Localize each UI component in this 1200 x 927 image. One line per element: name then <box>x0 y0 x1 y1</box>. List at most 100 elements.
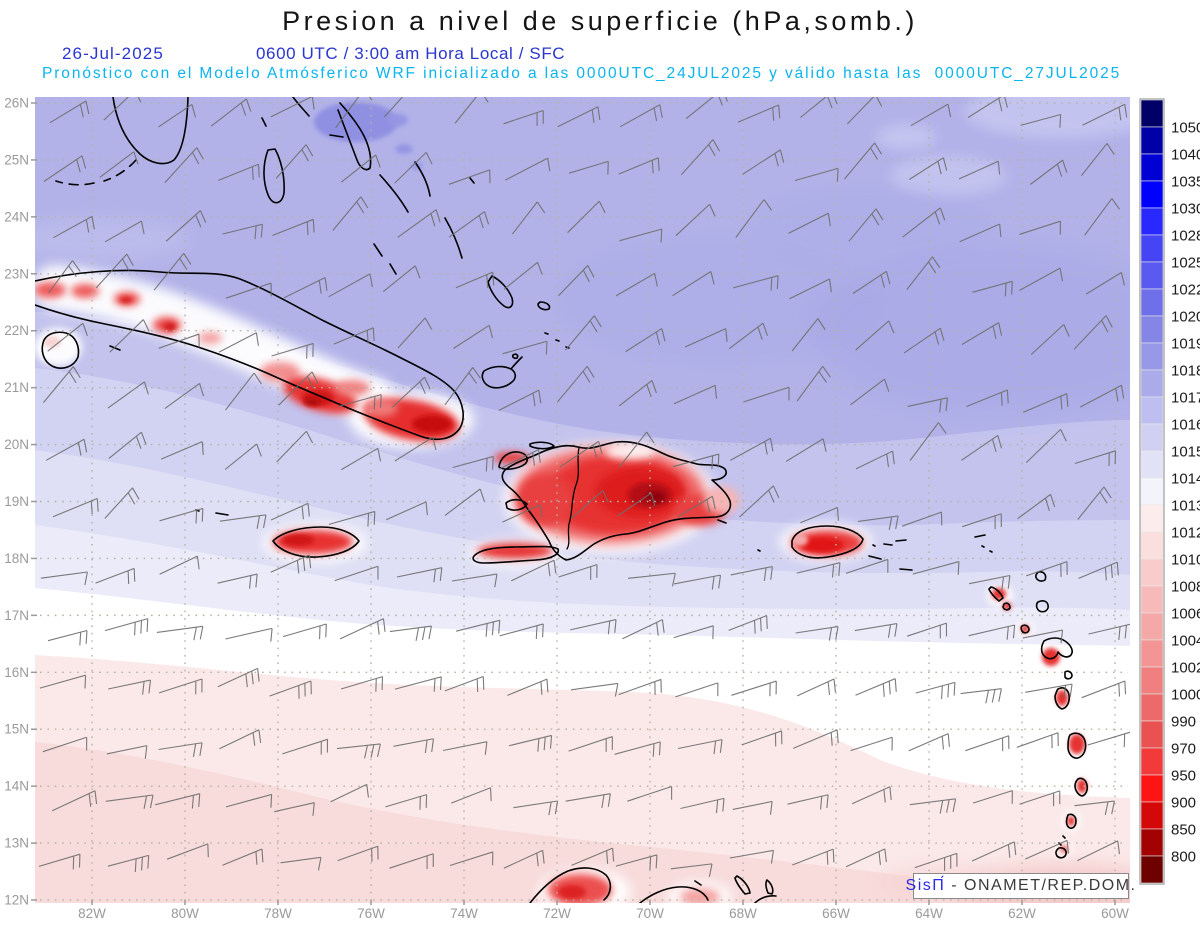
wind-barb <box>222 848 264 866</box>
wind-barb <box>454 97 493 124</box>
wind-barb <box>1022 629 1064 644</box>
colorbar-segment <box>1140 207 1164 236</box>
sispi-logo: SisΠ́ <box>905 877 946 894</box>
colorbar-segment <box>1140 342 1164 371</box>
wind-barb <box>270 554 312 574</box>
colorbar-label: 1020 <box>1171 309 1200 326</box>
wind-barb <box>283 623 327 640</box>
wind-barb <box>906 622 948 639</box>
colorbar-segment <box>1140 396 1164 425</box>
wind-barb <box>785 438 827 462</box>
wind-barb <box>570 619 617 635</box>
wind-barb <box>396 567 443 583</box>
wind-barb <box>503 261 543 290</box>
wind-barb <box>1080 143 1115 176</box>
wind-barb <box>158 678 203 695</box>
wind-barb <box>845 558 889 574</box>
colorbar-segment <box>1140 639 1164 668</box>
colorbar-segment <box>1140 423 1164 452</box>
wind-barb <box>967 97 1008 118</box>
wind-barb <box>1017 493 1056 520</box>
lat-label: 13N <box>4 836 29 851</box>
wind-barb <box>568 160 609 175</box>
wind-barb <box>794 167 839 182</box>
wind-barb <box>219 729 262 750</box>
colorbar-label: 1022 <box>1171 282 1200 299</box>
wind-barb <box>855 450 895 470</box>
wind-barb <box>971 841 1017 862</box>
wind-barb <box>570 682 619 697</box>
wind-barb <box>800 507 839 524</box>
wind-barb <box>914 852 958 871</box>
wind-barb <box>558 265 595 297</box>
lat-label: 21N <box>4 380 29 395</box>
colorbar-segment <box>1140 801 1164 830</box>
wind-barb <box>788 212 831 234</box>
colorbar-segment <box>1140 828 1164 857</box>
wind-barb <box>1022 393 1069 413</box>
wind-barb <box>968 624 1016 640</box>
wind-barb <box>684 328 728 348</box>
wind-barb <box>909 422 947 461</box>
coast-virgin-islands <box>883 539 913 571</box>
wind-barb <box>103 97 142 121</box>
wind-barb <box>455 271 495 289</box>
wind-barb <box>972 280 1013 297</box>
wind-barb <box>675 682 719 698</box>
colorbar-segment <box>1140 693 1164 722</box>
wind-barb <box>846 97 883 125</box>
wind-barb <box>499 449 541 470</box>
wind-barb <box>269 680 312 699</box>
colorbar-segment <box>1140 99 1164 128</box>
wind-barb <box>915 681 956 700</box>
wind-barb <box>962 513 1002 530</box>
wind-barb <box>857 515 899 530</box>
wind-barb <box>335 97 373 129</box>
colorbar-label: 800 <box>1171 849 1196 866</box>
colorbar-label: 1016 <box>1171 417 1200 434</box>
wind-barb <box>735 199 773 238</box>
lat-label: 24N <box>4 209 29 224</box>
wind-barb <box>615 272 658 297</box>
coast-haiti-nw-claw <box>498 451 528 470</box>
wind-barb <box>909 157 948 180</box>
wind-barb <box>618 157 660 175</box>
wind-barb <box>165 210 207 242</box>
wind-barb <box>567 200 606 234</box>
wind-barb <box>958 160 1001 180</box>
wind-barb <box>615 854 658 870</box>
wind-barb <box>730 437 774 461</box>
colorbar-segment <box>1140 585 1164 614</box>
wind-barb <box>910 103 952 127</box>
wind-barb <box>1078 561 1119 581</box>
wind-barb <box>568 736 613 752</box>
colorbar-segment <box>1140 261 1164 290</box>
coastlines <box>35 97 1104 903</box>
wind-barb <box>389 625 432 641</box>
wind-barb <box>330 783 369 803</box>
wind-barb <box>397 317 433 349</box>
coast-windwards <box>1054 687 1089 859</box>
colorbar-segment <box>1140 666 1164 695</box>
wind-barb <box>565 793 611 808</box>
wind-barb <box>1079 384 1125 408</box>
wind-barb <box>737 104 781 123</box>
wind-barb <box>789 278 832 300</box>
wind-barb <box>43 155 87 182</box>
wind-barb <box>507 678 549 696</box>
coast-cuba <box>35 269 464 441</box>
wind-barb <box>275 144 314 179</box>
wind-barb <box>99 151 139 178</box>
wind-barb <box>270 502 310 521</box>
wind-barb <box>1084 198 1120 236</box>
wind-barb <box>1073 315 1113 350</box>
wind-barb <box>796 366 831 402</box>
wind-barb <box>908 733 950 752</box>
lon-label: 78W <box>264 906 292 921</box>
wind-barb <box>337 394 382 410</box>
wind-barb <box>224 443 262 470</box>
wind-barb <box>796 678 836 697</box>
wind-barb <box>959 223 1002 243</box>
